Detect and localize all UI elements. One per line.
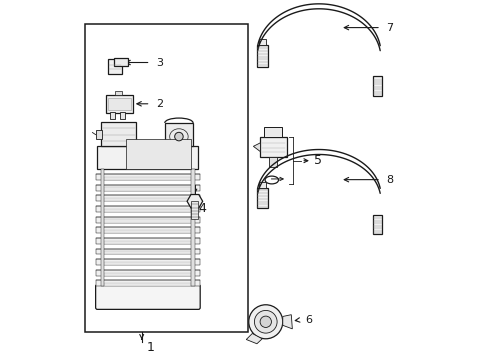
- Bar: [104, 262, 191, 265]
- Text: 4: 4: [198, 202, 206, 215]
- Circle shape: [254, 310, 277, 333]
- Bar: [269, 157, 277, 167]
- Bar: [96, 217, 200, 222]
- Bar: [264, 127, 281, 138]
- Bar: [164, 123, 193, 146]
- Text: 8: 8: [386, 175, 393, 185]
- FancyBboxPatch shape: [96, 284, 200, 309]
- Bar: [101, 122, 136, 146]
- Bar: [96, 195, 200, 201]
- Bar: [104, 283, 191, 286]
- Bar: [114, 58, 128, 66]
- Bar: [115, 91, 122, 95]
- Polygon shape: [246, 333, 262, 344]
- Bar: [96, 280, 200, 286]
- Bar: [120, 112, 125, 119]
- Bar: [372, 76, 381, 96]
- Bar: [96, 227, 200, 233]
- Bar: [104, 273, 191, 276]
- Bar: [104, 219, 191, 222]
- Bar: [104, 230, 191, 233]
- Bar: [96, 238, 200, 244]
- Polygon shape: [282, 315, 292, 329]
- Bar: [96, 130, 102, 139]
- Bar: [191, 169, 195, 286]
- Bar: [85, 24, 247, 332]
- Bar: [372, 215, 381, 234]
- Bar: [256, 188, 268, 208]
- Bar: [104, 240, 191, 244]
- Text: 1: 1: [147, 341, 155, 354]
- Bar: [106, 95, 133, 113]
- Text: 7: 7: [386, 23, 393, 33]
- Bar: [96, 185, 200, 191]
- Bar: [191, 201, 198, 219]
- Bar: [104, 188, 191, 191]
- Text: 3: 3: [156, 58, 163, 68]
- Circle shape: [260, 316, 271, 328]
- Bar: [125, 139, 191, 169]
- Bar: [96, 249, 200, 255]
- Text: 2: 2: [156, 99, 163, 109]
- Bar: [96, 174, 200, 180]
- Text: 6: 6: [304, 315, 311, 325]
- Bar: [96, 259, 200, 265]
- Bar: [96, 270, 200, 276]
- Bar: [104, 209, 191, 212]
- Polygon shape: [253, 143, 260, 152]
- Bar: [96, 206, 200, 212]
- Bar: [108, 98, 131, 110]
- Bar: [101, 169, 104, 286]
- Bar: [259, 182, 265, 188]
- Bar: [259, 39, 265, 45]
- Bar: [110, 112, 115, 119]
- Bar: [260, 138, 286, 157]
- Bar: [104, 251, 191, 255]
- Bar: [108, 59, 122, 74]
- Text: 5: 5: [313, 154, 321, 167]
- Bar: [104, 198, 191, 201]
- Bar: [104, 177, 191, 180]
- Bar: [97, 146, 198, 169]
- Circle shape: [248, 305, 282, 339]
- Circle shape: [174, 132, 183, 141]
- Bar: [256, 45, 268, 67]
